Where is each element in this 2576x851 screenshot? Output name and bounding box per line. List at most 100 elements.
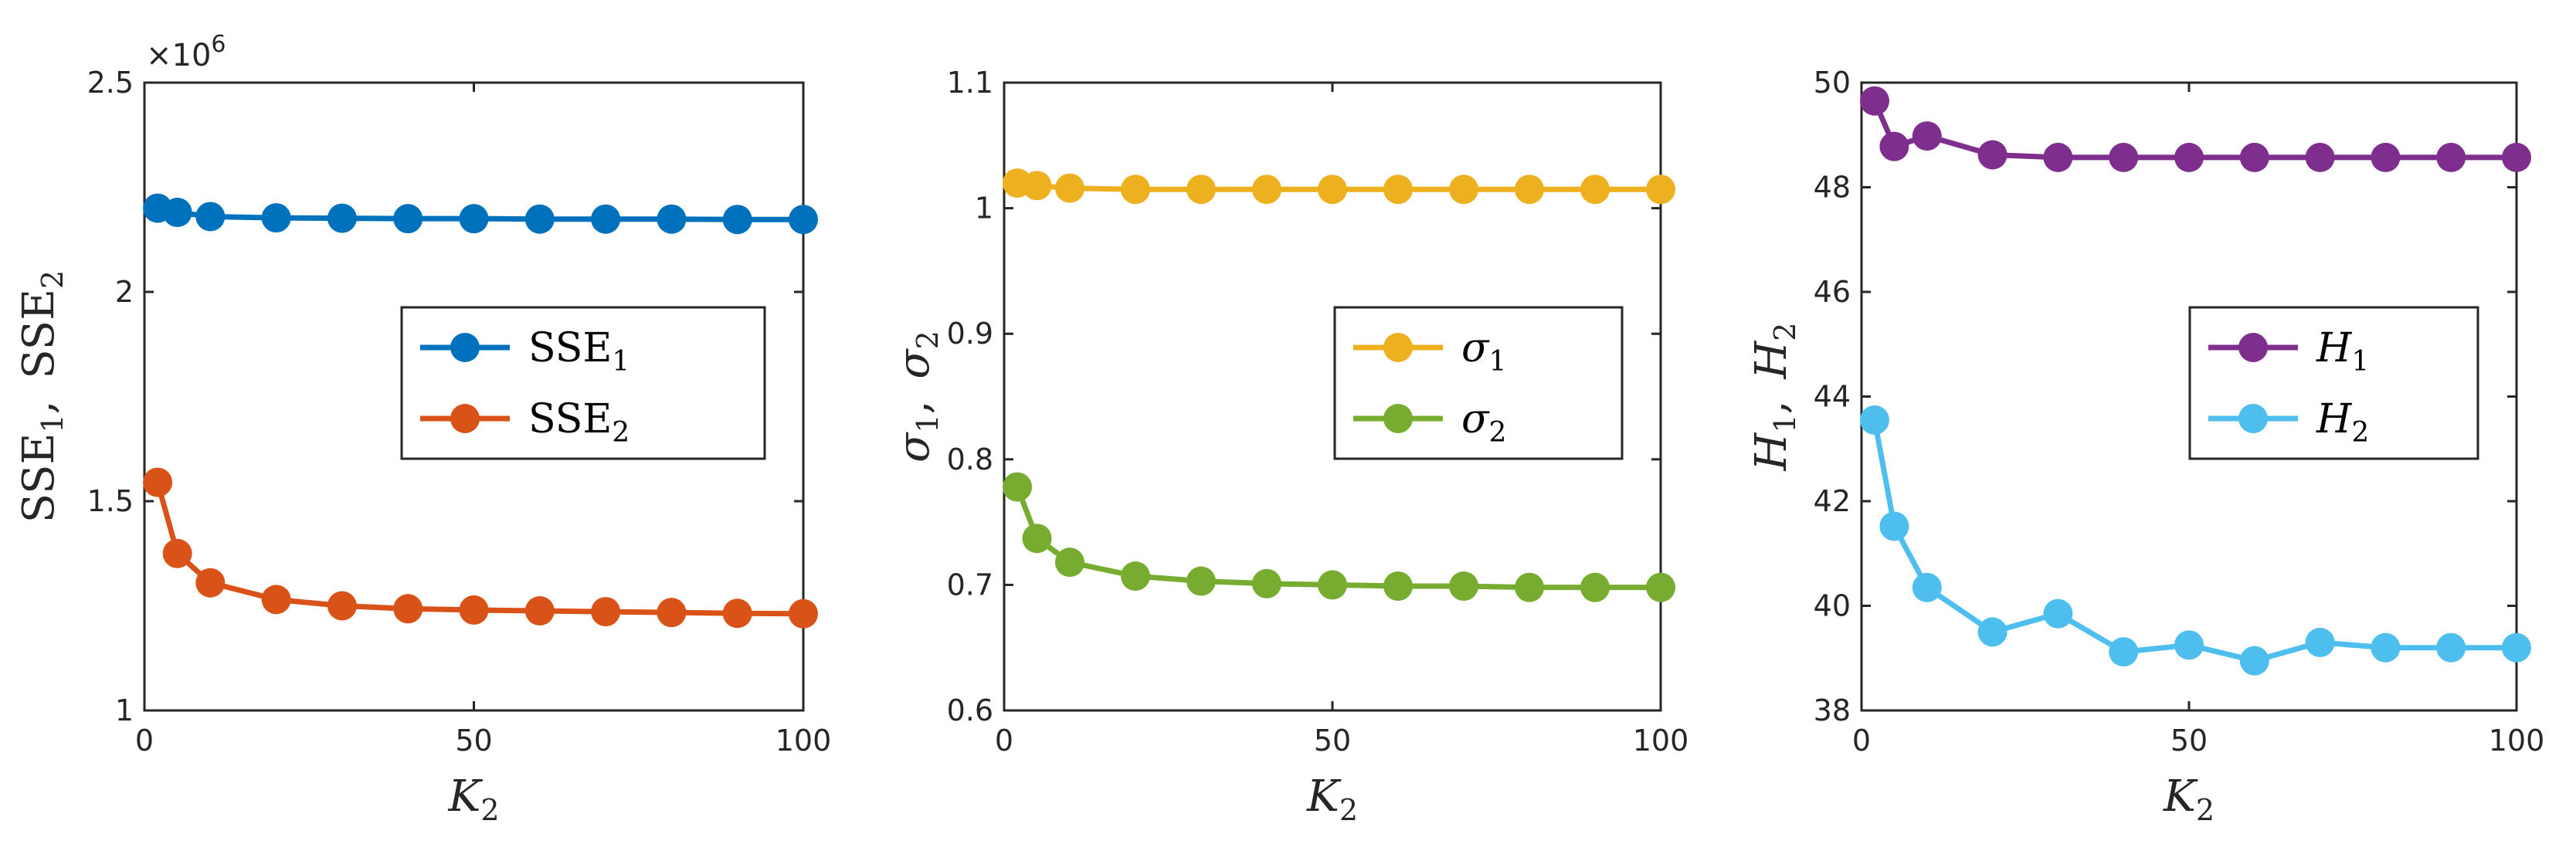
legend-entry-1: H1 (2208, 325, 2369, 378)
y-axis-multiplier: ×106 (146, 31, 226, 73)
y-tick-label: 0.8 (947, 442, 993, 476)
legend-marker (450, 333, 480, 362)
data-point (1646, 572, 1675, 602)
x-tick-label: 100 (1633, 724, 1689, 758)
series-1 (143, 193, 818, 235)
data-point (657, 598, 687, 628)
y-tick-label: 1.5 (87, 484, 134, 518)
y-tick-label: 40 (1814, 589, 1851, 623)
data-point (143, 467, 173, 497)
data-point (2043, 598, 2073, 629)
y-tick-label: 0.7 (947, 568, 993, 602)
legend: SSE1 SSE2 (400, 306, 766, 460)
data-point (1318, 570, 1347, 600)
legend-entry-2: σ2 (1353, 396, 1506, 449)
data-point (1022, 171, 1052, 201)
data-point (1449, 571, 1478, 602)
y-tick-label: 46 (1814, 275, 1851, 309)
data-point (2371, 632, 2401, 663)
data-point (2174, 142, 2204, 172)
x-tick-label: 50 (455, 724, 492, 758)
data-point (2109, 142, 2139, 172)
data-point (1879, 131, 1909, 161)
data-point (1121, 561, 1150, 592)
data-point (1580, 572, 1610, 602)
y-axis-label: H1, H2 (1746, 323, 1802, 472)
legend-entry-2: SSE2 (420, 396, 630, 449)
legend-label: H2 (2316, 396, 2369, 449)
data-point (1859, 86, 1889, 116)
legend-entry-2: H2 (2208, 396, 2369, 449)
x-tick-label: 0 (135, 724, 154, 758)
data-point (2436, 632, 2466, 663)
series-1 (1003, 168, 1675, 205)
chart-panel-1: 0 50 100 1 1.5 2 2.5 ×106 K2 SSE1, SSE2 SSE1 SSE2 (14, 31, 831, 827)
data-point (1515, 175, 1544, 205)
legend-entry-1: SSE1 (420, 325, 630, 378)
data-point (2109, 637, 2139, 667)
data-point (789, 205, 818, 235)
data-point (1383, 571, 1413, 602)
data-point (1186, 566, 1216, 596)
data-point (591, 597, 621, 627)
legend-box (2188, 306, 2479, 460)
data-point (195, 568, 226, 598)
series-2 (1003, 472, 1675, 602)
data-point (1252, 568, 1281, 598)
data-point (591, 204, 621, 234)
y-tick-label: 1 (115, 693, 134, 727)
data-point (1055, 548, 1084, 578)
legend-box (1333, 306, 1624, 460)
y-tick-label: 1.1 (947, 66, 993, 100)
data-point (1186, 175, 1216, 205)
y-tick-label: 44 (1814, 380, 1851, 414)
legend-label: σ1 (1461, 325, 1506, 378)
data-point (1580, 175, 1610, 205)
data-point (459, 204, 489, 234)
data-point (1449, 175, 1478, 205)
legend-label: H1 (2316, 325, 2369, 378)
y-tick-label: 50 (1814, 66, 1851, 100)
y-tick-label: 2.5 (87, 66, 134, 100)
data-point (261, 585, 291, 615)
data-point (2436, 142, 2466, 172)
data-point (1383, 175, 1413, 205)
series-1 (1859, 86, 2531, 172)
x-tick-label: 50 (2170, 724, 2208, 758)
data-point (2305, 627, 2335, 657)
x-tick-label: 50 (1314, 724, 1351, 758)
data-point (722, 598, 752, 629)
data-point (1859, 405, 1889, 435)
x-tick-label: 0 (995, 724, 1013, 758)
data-point (1003, 472, 1032, 502)
x-axis-label: K2 (2163, 771, 2215, 827)
legend-box (400, 306, 766, 460)
data-point (393, 594, 423, 624)
data-point (1515, 572, 1544, 602)
data-point (1912, 121, 1942, 151)
y-tick-label: 42 (1814, 484, 1851, 518)
data-point (1977, 617, 2008, 647)
legend-marker (2238, 333, 2268, 362)
data-point (1646, 175, 1675, 205)
data-point (162, 198, 192, 228)
x-tick-label: 100 (776, 724, 832, 758)
data-point (2305, 142, 2335, 172)
y-tick-label: 0.9 (947, 317, 993, 351)
data-point (2174, 630, 2204, 660)
data-point (722, 205, 752, 235)
x-axis-label: K2 (1306, 771, 1358, 827)
data-point (195, 202, 226, 232)
data-point (459, 595, 489, 625)
series-2 (143, 467, 818, 629)
legend-label: SSE2 (528, 396, 630, 449)
data-point (327, 591, 357, 621)
data-point (2239, 142, 2269, 172)
data-point (2239, 646, 2269, 676)
x-tick-label: 100 (2489, 724, 2545, 758)
